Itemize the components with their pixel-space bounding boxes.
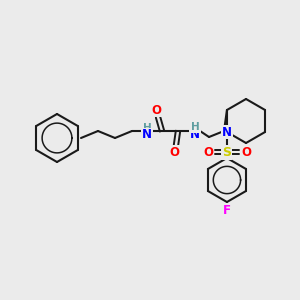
Text: N: N (190, 128, 200, 142)
Text: H: H (190, 122, 200, 132)
Text: N: N (222, 125, 232, 139)
Text: N: N (142, 128, 152, 142)
Text: H: H (142, 123, 152, 133)
Text: O: O (203, 146, 213, 158)
Text: O: O (151, 103, 161, 116)
Text: F: F (223, 205, 231, 218)
Text: O: O (169, 146, 179, 158)
Text: S: S (222, 146, 231, 158)
Text: O: O (241, 146, 251, 158)
